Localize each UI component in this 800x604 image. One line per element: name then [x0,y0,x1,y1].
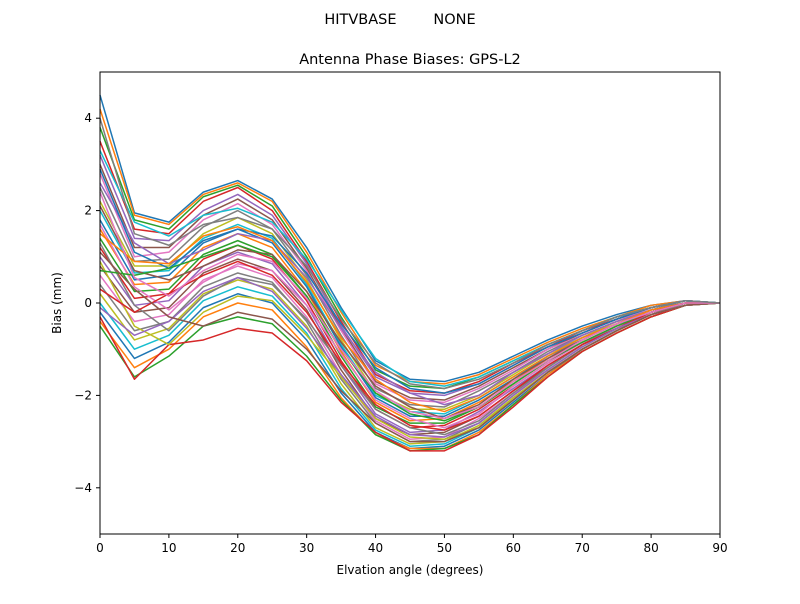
y-tick-label: 0 [84,296,92,310]
x-tick-label: 80 [643,541,658,555]
series-line-1 [99,94,721,383]
chart-title: Antenna Phase Biases: GPS-L2 [299,52,521,68]
series-line-31 [99,168,721,394]
x-axis-label: Elvation angle (degrees) [337,563,484,577]
x-axis-ticks: 0 10 20 30 40 50 60 70 80 90 [96,534,728,555]
series-line-33 [99,244,720,422]
x-tick-label: 0 [96,541,104,555]
plot-lines [99,94,721,452]
y-axis-label: Bias (mm) [50,272,64,334]
x-tick-label: 20 [230,541,245,555]
series-line-36 [99,251,721,443]
figure-suptitle: HITVBASE NONE [324,12,475,28]
series-line-25 [99,182,720,406]
series-line-35 [99,276,721,438]
series-line-37 [99,191,720,420]
y-tick-label: 4 [84,111,92,125]
x-tick-label: 70 [575,541,590,555]
x-tick-label: 30 [299,541,314,555]
x-tick-label: 50 [437,541,452,555]
y-axis-ticks: −4 −2 0 2 4 [74,111,100,495]
y-tick-label: 2 [84,204,92,218]
y-tick-label: −2 [74,388,92,402]
series-line-24 [99,302,721,452]
series-line-38 [99,117,721,390]
x-tick-label: 40 [368,541,383,555]
x-tick-label: 90 [712,541,727,555]
x-tick-label: 10 [161,541,176,555]
x-tick-label: 60 [506,541,521,555]
y-tick-label: −4 [74,481,92,495]
